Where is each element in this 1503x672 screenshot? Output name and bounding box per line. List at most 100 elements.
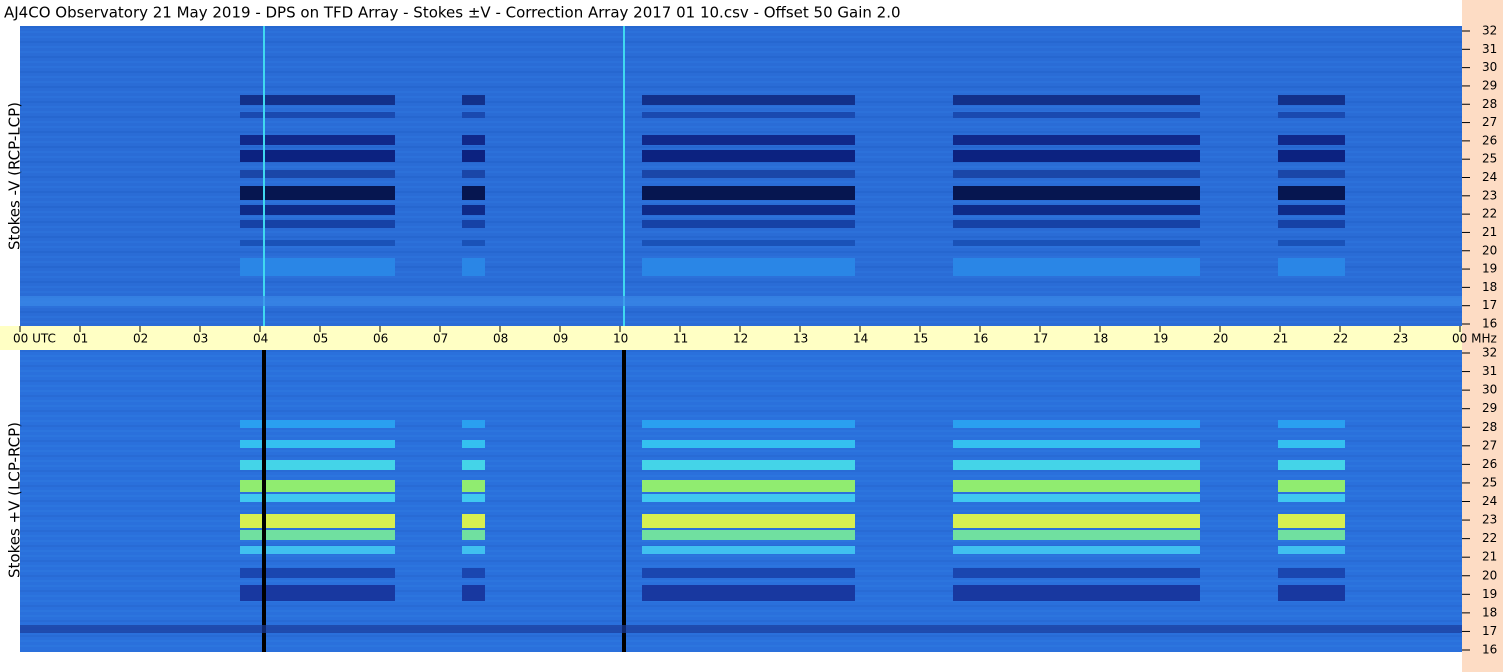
band bbox=[1278, 220, 1345, 228]
band bbox=[240, 585, 395, 601]
texture bbox=[20, 131, 1462, 133]
texture bbox=[20, 390, 1462, 392]
noise bbox=[20, 625, 1462, 633]
texture bbox=[20, 31, 1462, 33]
band bbox=[240, 440, 395, 448]
band bbox=[953, 258, 1200, 276]
texture bbox=[20, 316, 1462, 318]
band bbox=[240, 220, 395, 228]
texture bbox=[20, 560, 1462, 562]
band bbox=[1278, 568, 1345, 578]
texture bbox=[20, 355, 1462, 357]
time-label: 21 bbox=[1273, 332, 1288, 346]
texture bbox=[20, 91, 1462, 93]
band bbox=[642, 220, 855, 228]
time-label: 19 bbox=[1153, 332, 1168, 346]
time-label: 14 bbox=[853, 332, 868, 346]
texture bbox=[20, 400, 1462, 402]
texture bbox=[20, 375, 1462, 377]
band bbox=[953, 494, 1200, 502]
band bbox=[240, 514, 395, 528]
freq-label: 32 bbox=[1482, 24, 1497, 38]
band bbox=[953, 480, 1200, 492]
band bbox=[1278, 112, 1345, 118]
band bbox=[1278, 530, 1345, 540]
band bbox=[462, 480, 485, 492]
texture bbox=[20, 360, 1462, 362]
band bbox=[240, 135, 395, 145]
band bbox=[240, 546, 395, 554]
freq-label: 27 bbox=[1482, 438, 1497, 452]
freq-label: 31 bbox=[1482, 42, 1497, 56]
texture bbox=[20, 505, 1462, 507]
freq-label: 20 bbox=[1482, 243, 1497, 257]
freq-label: 30 bbox=[1482, 383, 1497, 397]
texture bbox=[20, 81, 1462, 83]
texture bbox=[20, 365, 1462, 367]
texture bbox=[20, 580, 1462, 582]
band bbox=[240, 205, 395, 215]
band bbox=[642, 585, 855, 601]
time-label: 09 bbox=[553, 332, 568, 346]
band bbox=[462, 585, 485, 601]
texture bbox=[20, 236, 1462, 238]
band bbox=[462, 420, 485, 428]
band bbox=[1278, 440, 1345, 448]
panel-label: Stokes -V (RCP-LCP) bbox=[6, 102, 24, 250]
texture bbox=[20, 620, 1462, 622]
band bbox=[642, 240, 855, 246]
band bbox=[642, 568, 855, 578]
texture bbox=[20, 430, 1462, 432]
band bbox=[240, 150, 395, 162]
texture bbox=[20, 36, 1462, 38]
time-label: 13 bbox=[793, 332, 808, 346]
texture bbox=[20, 640, 1462, 642]
band bbox=[953, 546, 1200, 554]
band bbox=[642, 112, 855, 118]
band bbox=[240, 112, 395, 118]
texture bbox=[20, 475, 1462, 477]
band bbox=[240, 186, 395, 200]
texture bbox=[20, 41, 1462, 43]
texture bbox=[20, 256, 1462, 258]
band bbox=[240, 170, 395, 178]
freq-axis bbox=[1462, 0, 1503, 672]
time-axis bbox=[0, 326, 1462, 350]
texture bbox=[20, 555, 1462, 557]
band bbox=[642, 546, 855, 554]
band bbox=[642, 460, 855, 470]
band bbox=[1278, 258, 1345, 276]
band bbox=[462, 514, 485, 528]
title: AJ4CO Observatory 21 May 2019 - DPS on T… bbox=[4, 4, 901, 22]
rfi-line bbox=[622, 350, 626, 652]
texture bbox=[20, 231, 1462, 233]
time-label: 00 MHz bbox=[1452, 332, 1497, 346]
texture bbox=[20, 540, 1462, 542]
band bbox=[1278, 460, 1345, 470]
texture bbox=[20, 281, 1462, 283]
time-label: 02 bbox=[133, 332, 148, 346]
band bbox=[240, 568, 395, 578]
texture bbox=[20, 321, 1462, 323]
freq-label: 17 bbox=[1482, 624, 1497, 638]
freq-label: 29 bbox=[1482, 78, 1497, 92]
freq-label: 19 bbox=[1482, 587, 1497, 601]
noise bbox=[20, 296, 1462, 306]
texture bbox=[20, 71, 1462, 73]
texture bbox=[20, 166, 1462, 168]
freq-label: 27 bbox=[1482, 115, 1497, 129]
freq-label: 16 bbox=[1482, 643, 1497, 657]
band bbox=[642, 95, 855, 105]
texture bbox=[20, 470, 1462, 472]
texture bbox=[20, 86, 1462, 88]
texture bbox=[20, 291, 1462, 293]
band bbox=[1278, 186, 1345, 200]
texture bbox=[20, 510, 1462, 512]
band bbox=[642, 420, 855, 428]
band bbox=[953, 95, 1200, 105]
band bbox=[462, 568, 485, 578]
texture bbox=[20, 246, 1462, 248]
texture bbox=[20, 201, 1462, 203]
freq-label: 30 bbox=[1482, 60, 1497, 74]
band bbox=[953, 568, 1200, 578]
